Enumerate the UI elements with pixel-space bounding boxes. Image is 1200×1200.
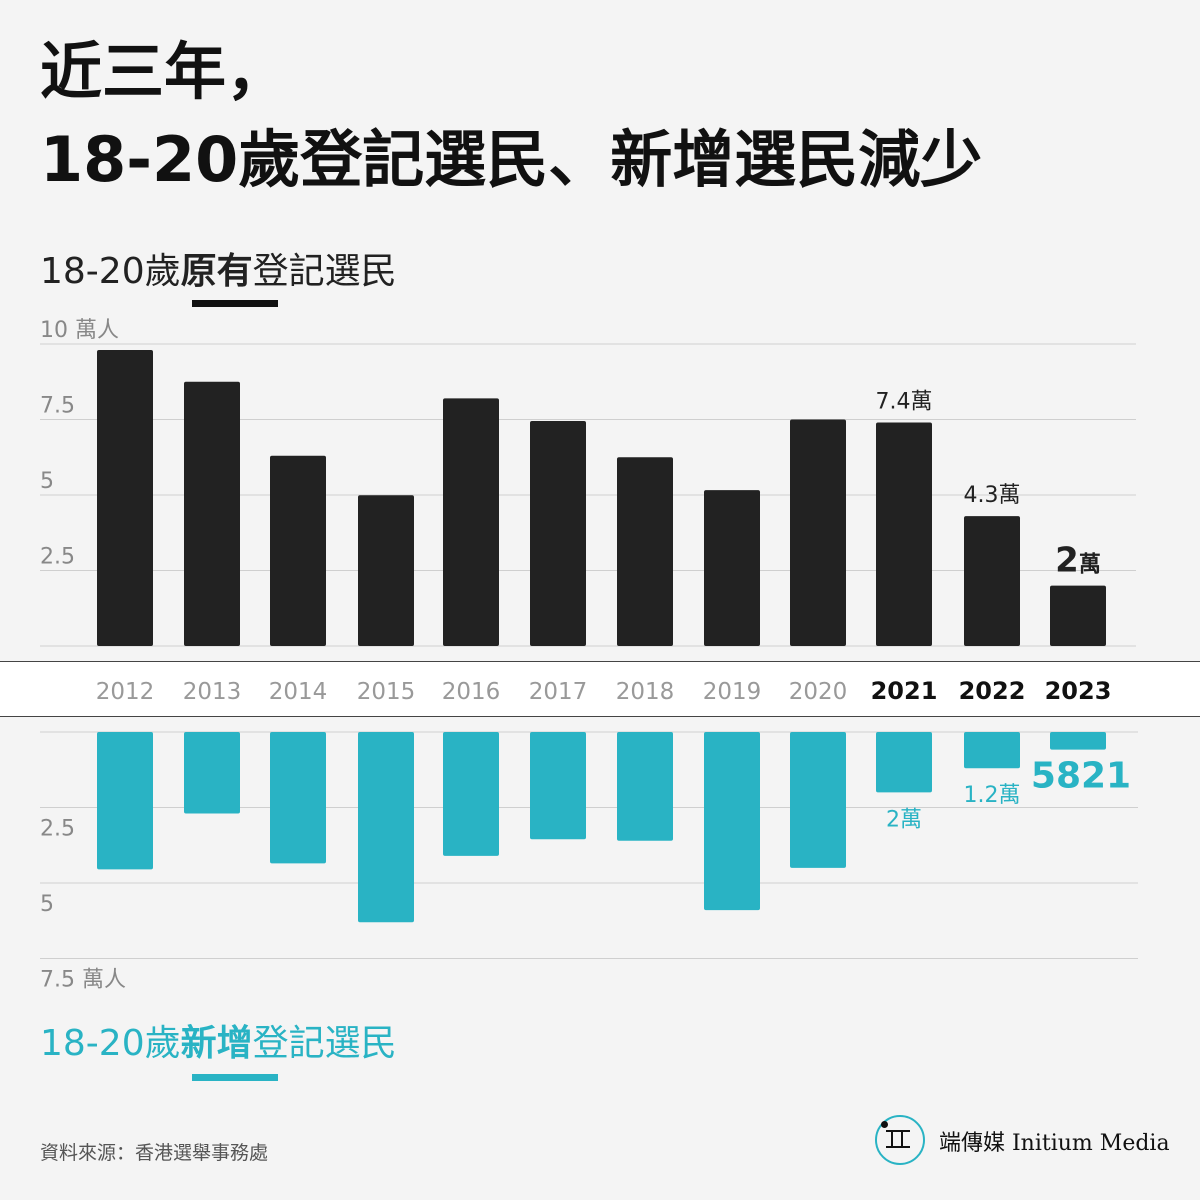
subtitle-emphasis: 原有	[180, 251, 253, 292]
data-label: 4.3萬	[964, 483, 1021, 508]
year-axis-band	[0, 661, 1200, 717]
x-tick-label: 2012	[96, 679, 155, 705]
y-tick-label: 2.5	[40, 545, 75, 570]
y-tick-label: 5	[40, 892, 54, 917]
subtitle-suffix: 登記選民	[252, 1023, 397, 1064]
bar-existing-2021	[876, 422, 932, 646]
y-tick-label: 5	[40, 469, 54, 494]
subtitle-prefix: 18-20歲	[40, 251, 181, 292]
x-tick-label: 2021	[871, 677, 938, 705]
subtitle-underline	[192, 1074, 278, 1081]
bar-new-2014	[270, 732, 326, 864]
bar-new-2012	[97, 732, 153, 870]
bar-existing-2013	[184, 381, 240, 646]
y-tick-label: 7.5 萬人	[40, 968, 126, 993]
bar-new-2021	[876, 732, 932, 793]
data-label: 7.4萬	[876, 390, 933, 415]
initium-media-logo: 端傳媒 Initium Media	[875, 1115, 1175, 1167]
data-source: 資料來源：香港選舉事務處	[40, 1142, 269, 1164]
initium-logo-icon	[875, 1115, 925, 1165]
y-tick-label: 10 萬人	[40, 318, 119, 343]
subtitle-suffix: 登記選民	[252, 251, 397, 292]
voters-bar-chart: 2.5 5 7.5 10 萬人 7.4萬 4.3萬 2萬 2012 2013 2014 2015 20…	[0, 318, 1200, 993]
page-title: 近三年， 18-20歲登記選民、新增選民減少	[40, 28, 982, 204]
x-tick-label: 2014	[269, 679, 328, 705]
data-label: 2萬	[1055, 541, 1101, 581]
subtitle-prefix: 18-20歲	[40, 1023, 181, 1064]
x-tick-label: 2020	[789, 679, 848, 705]
bar-existing-2022	[964, 516, 1020, 646]
bar-existing-2015	[358, 495, 414, 646]
existing-voters-subtitle: 18-20歲原有登記選民	[40, 250, 397, 307]
data-label: 5821	[1031, 756, 1131, 797]
x-tick-label: 2023	[1045, 677, 1112, 705]
subtitle-underline	[192, 300, 278, 307]
bar-existing-2014	[270, 455, 326, 646]
bar-new-2023	[1050, 732, 1106, 750]
bar-existing-2020	[790, 419, 846, 646]
logo-text: 端傳媒 Initium Media	[939, 1131, 1170, 1156]
bar-new-2018	[617, 732, 673, 841]
bar-existing-2018	[617, 457, 673, 646]
bar-existing-2017	[530, 421, 586, 646]
bar-existing-2016	[443, 398, 499, 646]
bar-existing-2019	[704, 490, 760, 646]
subtitle-emphasis: 新增	[180, 1023, 253, 1064]
bar-new-2022	[964, 732, 1020, 769]
bar-new-2013	[184, 732, 240, 814]
bar-existing-2012	[97, 350, 153, 646]
x-tick-label: 2015	[357, 679, 416, 705]
x-tick-label: 2016	[442, 679, 501, 705]
bar-existing-2023	[1050, 585, 1106, 646]
data-label: 2萬	[886, 807, 922, 832]
x-tick-label: 2022	[959, 677, 1026, 705]
y-tick-label: 2.5	[40, 817, 75, 842]
title-line-1: 近三年，	[40, 35, 289, 108]
new-voters-subtitle: 18-20歲新增登記選民	[40, 1022, 397, 1081]
bar-new-2017	[530, 732, 586, 840]
bar-new-2016	[443, 732, 499, 856]
bar-new-2020	[790, 732, 846, 868]
x-tick-label: 2017	[529, 679, 588, 705]
x-tick-label: 2019	[703, 679, 762, 705]
bar-new-2019	[704, 732, 760, 911]
title-line-2: 18-20歲登記選民、新增選民減少	[40, 123, 983, 196]
bar-new-2015	[358, 732, 414, 923]
x-tick-label: 2018	[616, 679, 675, 705]
y-tick-label: 7.5	[40, 394, 75, 419]
data-label: 1.2萬	[964, 783, 1021, 808]
x-tick-label: 2013	[183, 679, 242, 705]
